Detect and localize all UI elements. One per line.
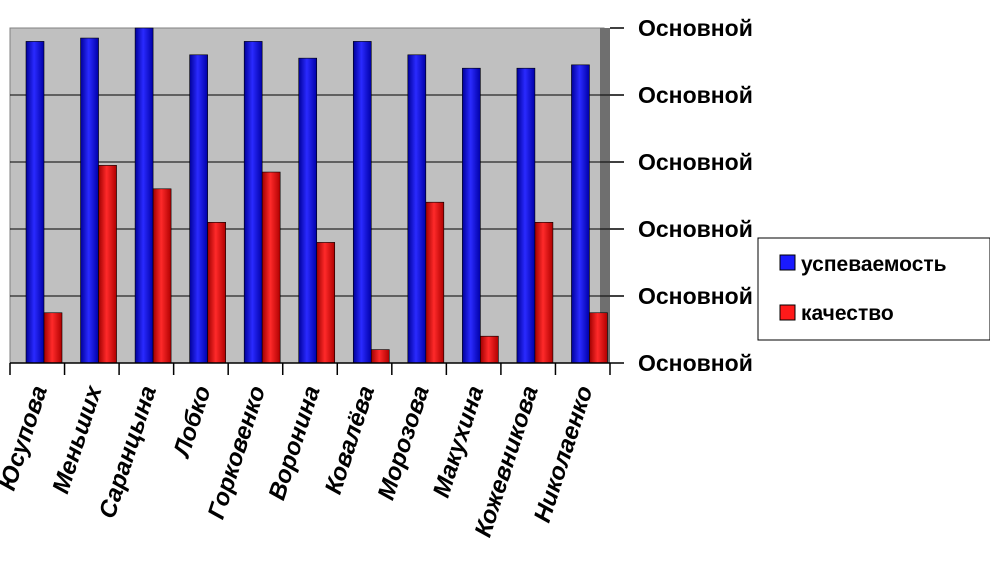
bar-kachestvo-7 (425, 201, 445, 364)
legend-box (757, 237, 990, 341)
y-tick-label: Основной (638, 350, 753, 376)
category-label: Лобко (168, 383, 217, 463)
legend-label-uspevaemost: успеваемость (801, 253, 947, 276)
category-label: Меньших (47, 381, 108, 497)
y-tick-label: Основной (638, 82, 753, 108)
bar-uspevaemost-1 (80, 37, 99, 364)
bar-kachestvo-0 (43, 312, 63, 364)
bar-uspevaemost-0 (25, 41, 45, 364)
category-label: Саранцына (94, 383, 162, 522)
y-tick-label: Основной (638, 216, 753, 242)
legend-swatch-uspevaemost (779, 254, 796, 271)
category-label: Горковенко (203, 383, 271, 523)
bar-uspevaemost-5 (298, 57, 318, 364)
bar-uspevaemost-4 (243, 41, 263, 364)
bar-uspevaemost-9 (516, 67, 536, 364)
bars (25, 27, 608, 364)
bar-kachestvo-2 (152, 188, 172, 364)
bar-kachestvo-4 (261, 171, 281, 364)
legend-label-kachestvo: качество (801, 302, 894, 325)
legend: успеваемость качество (757, 237, 990, 341)
bar-kachestvo-9 (534, 222, 554, 364)
bar-kachestvo-3 (207, 222, 226, 364)
bar-kachestvo-1 (98, 165, 117, 364)
bar-uspevaemost-2 (134, 27, 154, 364)
bar-kachestvo-6 (370, 349, 390, 364)
y-tick-label: Основной (638, 149, 753, 175)
y-tick-labels: Основной Основной Основной Основной Основной… (638, 15, 753, 376)
bar-uspevaemost-3 (189, 54, 208, 364)
category-label: Воронина (263, 383, 325, 504)
bar-kachestvo-8 (480, 335, 499, 364)
y-tick-label: Основной (638, 283, 753, 309)
bar-uspevaemost-10 (571, 64, 590, 364)
bar-uspevaemost-6 (352, 41, 372, 364)
legend-swatch-kachestvo (779, 304, 796, 321)
bar-uspevaemost-8 (462, 67, 481, 364)
category-label: Юсупова (0, 383, 53, 494)
x-ticks (9, 363, 611, 375)
category-label: Морозова (373, 383, 435, 504)
bar-kachestvo-10 (589, 312, 608, 364)
bar-uspevaemost-7 (407, 54, 427, 364)
category-label: Ковалёва (320, 383, 380, 498)
category-label: Макухина (428, 383, 489, 501)
y-tick-label: Основной (638, 15, 753, 41)
bar-kachestvo-5 (316, 242, 336, 364)
plot-side-wall (600, 28, 610, 363)
